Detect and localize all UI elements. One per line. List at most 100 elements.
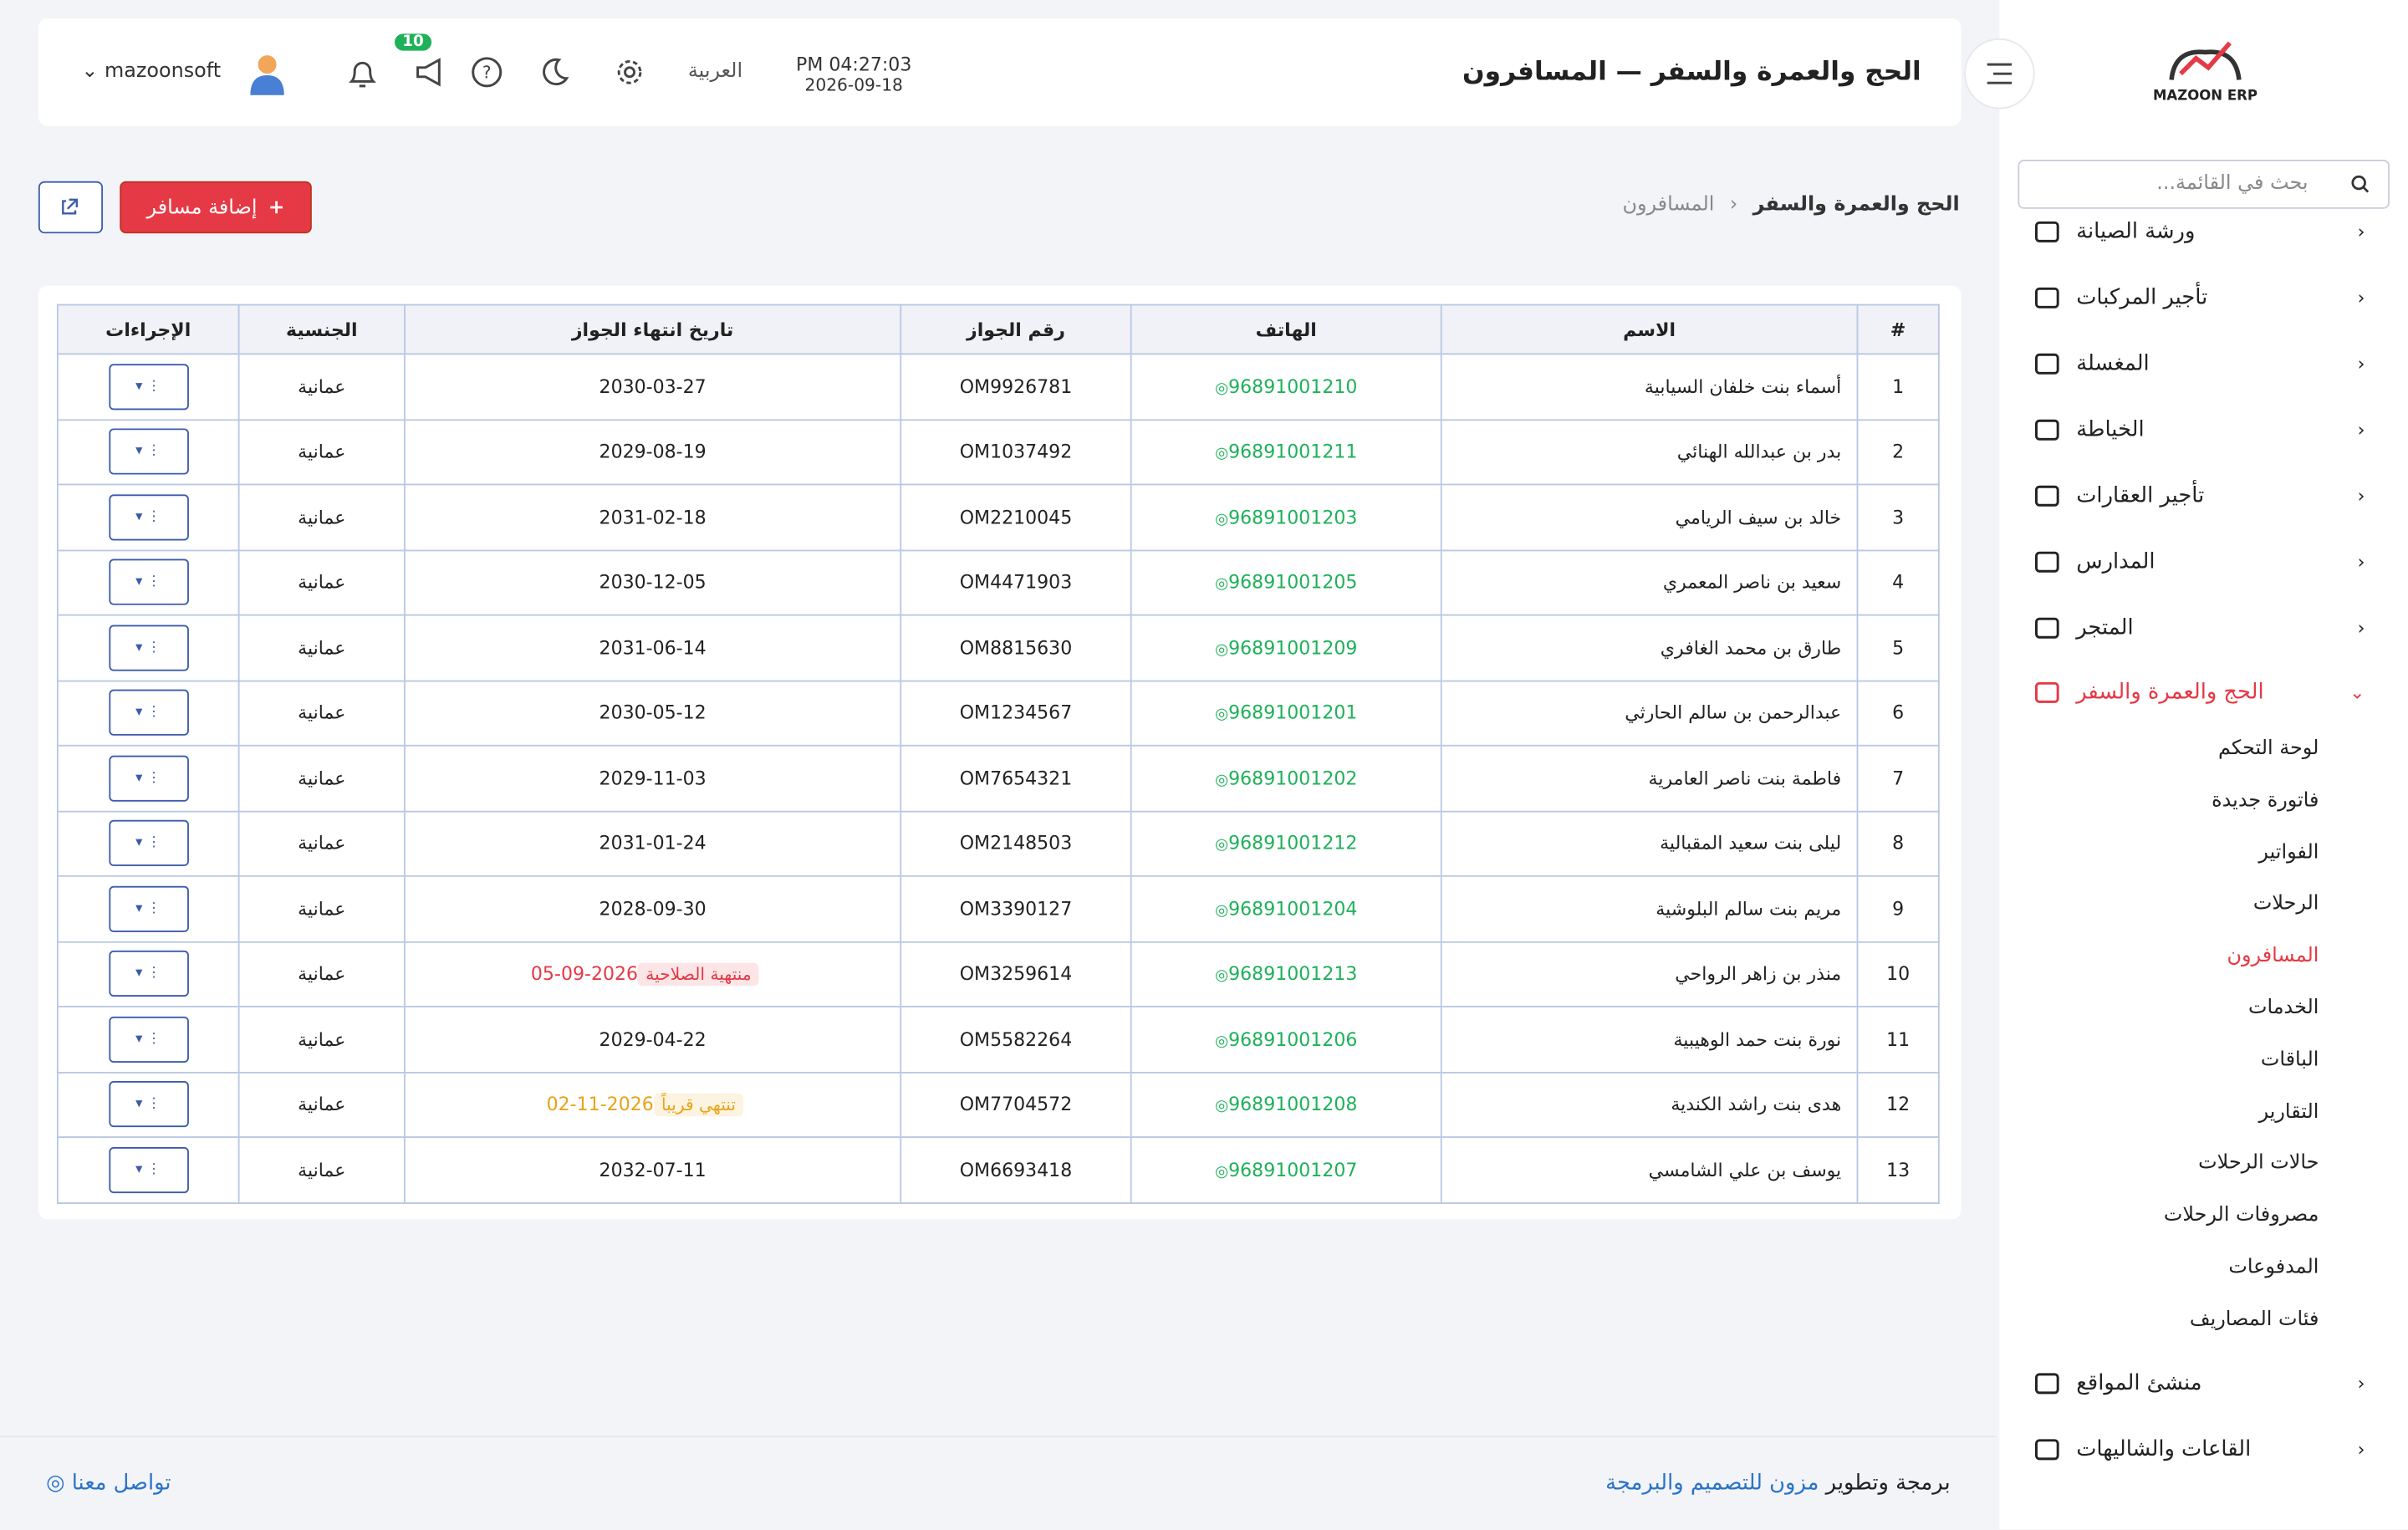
help-icon[interactable]: ?: [470, 55, 503, 89]
export-button[interactable]: [38, 181, 104, 234]
actions-button[interactable]: ⋮ ▾: [108, 1016, 188, 1063]
announce-icon[interactable]: [411, 55, 448, 89]
sidebar-toggle[interactable]: [1964, 38, 2035, 110]
phone-link[interactable]: 96891001211: [1228, 441, 1358, 463]
actions-button[interactable]: ⋮ ▾: [108, 428, 188, 475]
submenu-item[interactable]: الفواتير: [2258, 840, 2319, 864]
phone-link[interactable]: 96891001207: [1228, 1159, 1358, 1181]
cell-expiry: 2030-03-27: [404, 353, 902, 421]
menu-label: ورشة الصيانة: [2033, 218, 2195, 246]
submenu-item[interactable]: حالات الرحلات: [2198, 1152, 2319, 1176]
submenu-item[interactable]: الباقات: [2260, 1048, 2319, 1072]
phone-link[interactable]: 96891001212: [1228, 832, 1358, 854]
expiry-date: 2029-08-19: [599, 441, 707, 463]
menu-item[interactable]: المتجر ‹: [2033, 605, 2365, 651]
menu-item[interactable]: تأجير العقارات ‹: [2033, 473, 2365, 519]
actions-button[interactable]: ⋮ ▾: [108, 951, 188, 997]
whatsapp-icon: ◎: [1215, 380, 1229, 398]
actions-button[interactable]: ⋮ ▾: [108, 885, 188, 932]
whatsapp-icon: ◎: [1215, 706, 1229, 724]
phone-link[interactable]: 96891001209: [1228, 636, 1358, 659]
expiry-date: 2030-03-27: [599, 375, 707, 398]
bell-icon[interactable]: [345, 55, 379, 92]
cell-nationality: عمانية: [237, 679, 406, 747]
cell-expiry: 2032-07-11: [404, 1136, 902, 1204]
search-box[interactable]: بحث في القائمة...: [2018, 160, 2390, 209]
phone-link[interactable]: 96891001206: [1228, 1028, 1358, 1050]
menu-item[interactable]: ورشة الصيانة ‹: [2033, 209, 2365, 255]
cell-nationality: عمانية: [237, 875, 406, 942]
phone-link[interactable]: 96891001208: [1228, 1094, 1358, 1115]
menu-item[interactable]: منشئ المواقع ‹: [2033, 1360, 2365, 1406]
cell-actions: ⋮ ▾: [56, 679, 240, 747]
actions-button[interactable]: ⋮ ▾: [108, 1146, 188, 1193]
cell-actions: ⋮ ▾: [56, 548, 240, 616]
breadcrumb-item[interactable]: الحج والعمرة والسفر: [1752, 193, 1960, 217]
company-link[interactable]: مزون للتصميم والبرمجة: [1605, 1471, 1819, 1496]
menu-item[interactable]: المدارس ‹: [2033, 539, 2365, 585]
user-menu[interactable]: ⌄ mazoonsoft: [81, 59, 222, 84]
phone-link[interactable]: 96891001213: [1228, 963, 1358, 985]
whatsapp-icon: ◎: [1215, 1033, 1229, 1050]
cell-name: مريم بنت سالم البلوشية: [1440, 875, 1859, 942]
chevron: ‹: [2357, 1373, 2365, 1395]
phone-link[interactable]: 96891001204: [1228, 898, 1358, 920]
cell-nationality: عمانية: [237, 548, 406, 616]
actions-button[interactable]: ⋮ ▾: [108, 493, 188, 541]
actions-button[interactable]: ⋮ ▾: [108, 1081, 188, 1128]
actions-button[interactable]: ⋮ ▾: [108, 755, 188, 802]
cell-actions: ⋮ ▾: [56, 744, 240, 812]
submenu-item[interactable]: الرحلات: [2252, 892, 2319, 916]
phone-link[interactable]: 96891001205: [1228, 571, 1358, 594]
plus-icon: [271, 201, 283, 214]
menu-item[interactable]: تأجير المركبات ‹: [2033, 275, 2365, 321]
cell-name: سعيد بن ناصر المعمري: [1440, 548, 1859, 616]
submenu-item[interactable]: الخدمات: [2248, 997, 2319, 1020]
add-button[interactable]: إضافة مسافر: [120, 181, 312, 234]
contact-link[interactable]: تواصل معنا ◎: [46, 1471, 171, 1496]
cell-no: 7: [1856, 744, 1940, 812]
phone-link[interactable]: 96891001210: [1228, 375, 1358, 398]
phone-link[interactable]: 96891001201: [1228, 701, 1358, 724]
actions-button[interactable]: ⋮ ▾: [108, 559, 188, 606]
breadcrumb: الحج والعمرة والسفر ‹ المسافرون: [1622, 193, 1959, 217]
menu-item[interactable]: المغسلة ‹: [2033, 341, 2365, 387]
svg-text:?: ?: [482, 63, 492, 83]
phone-link[interactable]: 96891001203: [1228, 506, 1358, 528]
submenu-item[interactable]: المسافرون: [2227, 944, 2319, 968]
theme-icon[interactable]: [538, 55, 571, 89]
phone-link[interactable]: 96891001202: [1228, 767, 1358, 789]
actions-button[interactable]: ⋮ ▾: [108, 820, 188, 867]
cell-expiry: 2030-12-05: [404, 548, 902, 616]
submenu-item[interactable]: التقارير: [2258, 1100, 2319, 1124]
whatsapp-icon: ◎: [1215, 1098, 1229, 1115]
add-label: إضافة مسافر: [146, 196, 258, 219]
language[interactable]: العربية: [687, 59, 743, 84]
whatsapp-icon: ◎: [1215, 511, 1229, 528]
menu-item[interactable]: الحج والعمرة والسفر ⌄: [2033, 670, 2365, 716]
cell-no: 5: [1856, 614, 1940, 681]
settings-icon[interactable]: [613, 55, 646, 89]
menu-icon: [2034, 681, 2059, 703]
submenu-item[interactable]: فاتورة جديدة: [2212, 788, 2319, 813]
whatsapp-icon: ◎: [1215, 446, 1229, 463]
cell-passport: OM3259614: [900, 940, 1132, 1007]
avatar[interactable]: [247, 52, 288, 95]
cell-expiry: 2030-05-12: [404, 679, 902, 747]
actions-button[interactable]: ⋮ ▾: [108, 363, 188, 410]
username: mazoonsoft: [104, 59, 222, 84]
submenu-item[interactable]: المدفوعات: [2228, 1256, 2319, 1279]
menu-item[interactable]: الخياطة ‹: [2033, 407, 2365, 453]
actions-button[interactable]: ⋮ ▾: [108, 625, 188, 671]
menu-text: تأجير العقارات: [2076, 483, 2205, 508]
submenu-item[interactable]: لوحة التحكم: [2218, 737, 2319, 761]
submenu-item[interactable]: فئات المصاريف: [2189, 1308, 2319, 1332]
menu-icon: [2034, 353, 2059, 375]
cell-actions: ⋮ ▾: [56, 875, 240, 942]
expiry-date: 2026-11-02: [546, 1094, 654, 1115]
cell-phone: 96891001204◎: [1130, 875, 1442, 942]
submenu-item[interactable]: مصروفات الرحلات: [2163, 1204, 2319, 1227]
menu-item[interactable]: القاعات والشاليهات ‹: [2033, 1426, 2365, 1472]
actions-button[interactable]: ⋮ ▾: [108, 690, 188, 737]
